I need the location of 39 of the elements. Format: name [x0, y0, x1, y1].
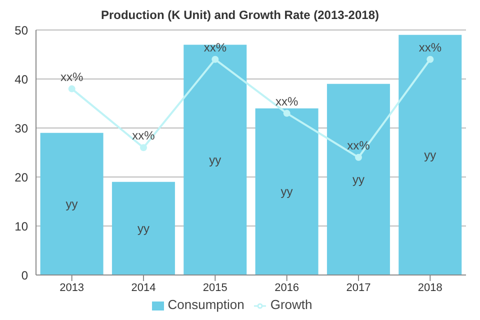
bar — [184, 44, 247, 275]
data-label: xx% — [418, 40, 442, 54]
bar — [326, 84, 390, 275]
point — [68, 85, 76, 92]
bar — [398, 34, 462, 275]
x-tick-label: 2014 — [131, 282, 156, 294]
y-tick-label: 40 — [14, 72, 28, 86]
x-tick-label: 2018 — [418, 282, 442, 294]
point — [283, 110, 290, 117]
point — [212, 56, 219, 63]
y-tick-label: 0 — [21, 268, 28, 282]
data-label: xx% — [60, 70, 84, 84]
data-label: xx% — [132, 128, 156, 143]
y-tick-label: 10 — [14, 219, 28, 234]
y-tick-label: 30 — [14, 121, 28, 136]
bar — [40, 132, 104, 275]
point — [355, 154, 362, 161]
x-tick-label: 2017 — [346, 282, 371, 294]
point — [140, 144, 147, 152]
y-tick-label: 50 — [14, 23, 28, 38]
x-tick-label: 2016 — [274, 282, 300, 294]
data-label: yy — [137, 221, 150, 236]
chart-title: Production (K Unit) and Growth Rate (2013-2018) — [100, 8, 380, 24]
data-label: yy — [66, 196, 78, 211]
data-label: xx% — [347, 138, 370, 152]
bar — [112, 182, 175, 275]
data-label: yy — [280, 184, 293, 199]
y-tick-label: 20 — [14, 170, 28, 184]
x-tick-label: 2015 — [202, 282, 228, 294]
data-label: yy — [352, 172, 364, 186]
point — [426, 56, 434, 63]
bar — [255, 108, 318, 275]
legend-label: Consumption — [168, 297, 244, 312]
data-label: xx% — [275, 94, 298, 108]
data-label: xx% — [204, 40, 227, 54]
x-tick-label: 2013 — [60, 282, 84, 294]
legend-label: Growth — [270, 297, 312, 312]
data-label: yy — [209, 152, 222, 167]
data-label: yy — [424, 148, 436, 162]
